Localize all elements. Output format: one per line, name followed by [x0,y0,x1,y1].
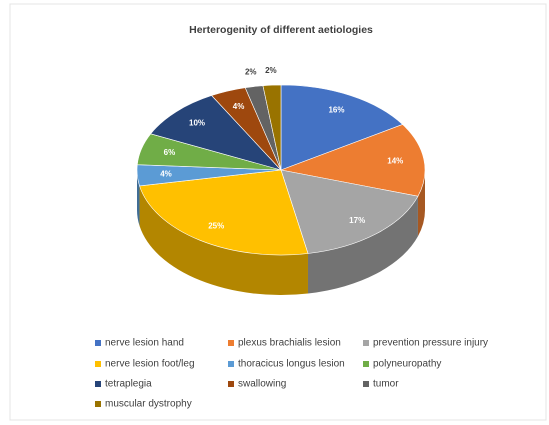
data-label: 25% [208,221,224,230]
slice [150,95,282,171]
slice [279,124,426,197]
legend-swatch [95,361,101,367]
slice [280,84,404,171]
slice-side [417,170,425,237]
legend-swatch [95,381,101,387]
legend-label: tumor [373,379,399,390]
legend-swatch [363,361,369,367]
legend-label: muscular dystrophy [105,399,192,410]
slice [262,84,282,171]
data-label: 6% [164,148,176,157]
slice-side [139,185,308,295]
legend-label: nerve lesion hand [105,338,184,349]
legend-swatch [95,401,101,407]
data-label: 2% [265,66,277,75]
data-label: 10% [189,119,205,128]
legend-label: swallowing [238,379,286,390]
legend-label: plexus brachialis lesion [238,338,341,349]
data-label: 14% [387,157,403,166]
legend-swatch [228,340,234,346]
slice [139,169,309,256]
legend-swatch [228,361,234,367]
legend-label: prevention pressure injury [373,338,488,349]
data-label: 4% [160,169,172,178]
legend-label: tetraplegia [105,379,152,390]
slice-side [307,196,418,294]
legend-label: thoracicus longus lesion [238,359,345,370]
data-label: 2% [245,68,257,77]
data-label: 17% [349,216,365,225]
chart-title: Herterogenity of different aetiologies [189,24,373,36]
slice [280,169,419,254]
legend-swatch [95,340,101,346]
legend-swatch [363,381,369,387]
legend-label: polyneuropathy [373,359,441,370]
legend-swatch [363,340,369,346]
data-label: 4% [233,102,245,111]
data-label: 16% [328,106,344,115]
legend-label: nerve lesion foot/leg [105,359,195,370]
legend-swatch [228,381,234,387]
